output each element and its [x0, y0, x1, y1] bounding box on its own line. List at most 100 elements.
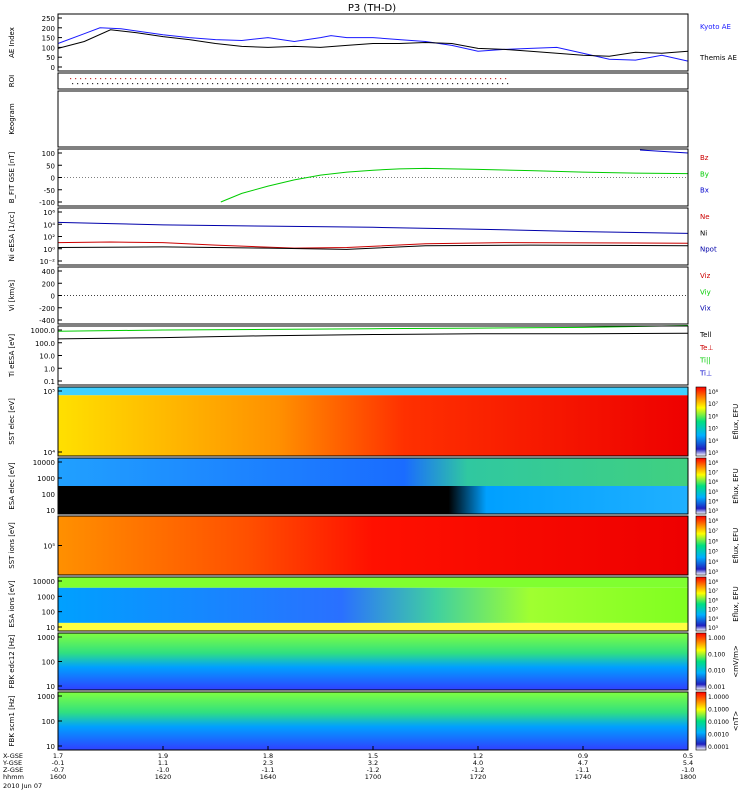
legend-entry: Bz [700, 154, 709, 162]
panel-ylabel: B_FIT GSE [nT] [8, 151, 16, 203]
legend-entry: Ti|| [699, 357, 711, 365]
roi-dot [82, 83, 84, 85]
roi-dot [210, 78, 212, 80]
roi-dot [80, 78, 82, 80]
roi-dot [315, 78, 317, 80]
legend-entry: Bx [700, 187, 709, 195]
panel-velocity: Vi [km/s] 400 200 0 -200 -400 Viz Viy Vix [8, 266, 711, 325]
legend-entry: Te⊥ [699, 344, 714, 352]
roi-dot [115, 78, 117, 80]
roi-dot [175, 78, 177, 80]
roi-dot [395, 78, 397, 80]
panel-esa_e: ESA elec [eV] 10000 1000 100 10 [8, 457, 689, 515]
roi-dot [90, 78, 92, 80]
roi-dot [275, 78, 277, 80]
panel-keogram: Keogram [8, 90, 689, 148]
roi-dot [292, 83, 294, 85]
temperature-trace [57, 332, 689, 340]
y-tick-label: -400 [39, 317, 55, 325]
roi-dot [360, 78, 362, 80]
roi-dot [212, 83, 214, 85]
colorbar-tick-label: 10⁷ [708, 470, 719, 477]
plot-title: P3 (TH-D) [348, 3, 396, 14]
x-tick-label: 1600 [50, 773, 67, 781]
roi-dot [227, 83, 229, 85]
x-tick-label: 1620 [155, 773, 172, 781]
colorbar-tick-label: 10³ [708, 625, 719, 632]
roi-dot [232, 83, 234, 85]
roi-dot [355, 78, 357, 80]
x-row-label: hhmm [3, 773, 24, 781]
legend-entry: Ne [700, 213, 710, 221]
roi-dot [137, 83, 139, 85]
colorbar-label: <mV/m> [732, 645, 740, 678]
colorbar-tick-label: 10³ [708, 450, 719, 457]
roi-dot [262, 83, 264, 85]
y-tick-label: -100 [39, 199, 55, 207]
x-row-label: Z-GSE [3, 766, 23, 774]
x-tick-label: 5.4 [683, 759, 693, 767]
roi-dot [367, 83, 369, 85]
colorbar-label: Eflux, EFU [732, 528, 740, 563]
x-tick-label: -1.2 [472, 766, 485, 774]
y-tick-label: 10⁴ [43, 449, 55, 457]
y-tick-label: 10 [46, 507, 55, 515]
roi-dot [480, 78, 482, 80]
date-label: 2010 Jun 07 [3, 782, 42, 790]
roi-dot [382, 83, 384, 85]
roi-dot [307, 83, 309, 85]
y-tick-label: 10.0 [39, 353, 55, 361]
roi-dot [365, 78, 367, 80]
roi-dot [285, 78, 287, 80]
panel-ylabel: Ti eESA [eV] [8, 334, 16, 378]
y-tick-label: 0 [51, 64, 55, 72]
roi-dot [460, 78, 462, 80]
roi-dot [390, 78, 392, 80]
roi-dot [157, 83, 159, 85]
colorbar-esa_e: 10⁸ 10⁷ 10⁶ 10⁵ 10⁴ 10³ Eflux, EFU [695, 457, 740, 515]
roi-dot [467, 83, 469, 85]
roi-dot [475, 78, 477, 80]
roi-dot [125, 78, 127, 80]
y-tick-label: 10 [46, 743, 55, 751]
y-tick-label: 100 [42, 44, 55, 52]
roi-dot [297, 83, 299, 85]
roi-dot [72, 83, 74, 85]
roi-dot [392, 83, 394, 85]
roi-dot [320, 78, 322, 80]
y-tick-label: 10000 [33, 578, 55, 586]
y-tick-label: 1000.0 [31, 327, 56, 335]
roi-dot [332, 83, 334, 85]
roi-dot [330, 78, 332, 80]
roi-dot [185, 78, 187, 80]
roi-dot [77, 83, 79, 85]
y-tick-label: 200 [42, 25, 55, 33]
roi-dot [202, 83, 204, 85]
x-row-label: Y-GSE [2, 759, 22, 767]
colorbar-tick-label: 10⁷ [708, 401, 719, 408]
x-tick-label: 1.5 [368, 752, 378, 760]
roi-dot [75, 78, 77, 80]
colorbar-tick-label: 10⁵ [708, 607, 719, 614]
roi-dot [145, 78, 147, 80]
x-tick-label: 1.1 [158, 759, 168, 767]
roi-dot [417, 83, 419, 85]
x-tick-label: 1800 [680, 773, 697, 781]
y-tick-label: 1000 [37, 693, 55, 701]
roi-dot [110, 78, 112, 80]
roi-dot [487, 83, 489, 85]
panel-ylabel: Ni eESA [1/cc] [8, 211, 16, 261]
x-tick-label: -0.7 [52, 766, 65, 774]
roi-dot [357, 83, 359, 85]
roi-dot [437, 83, 439, 85]
y-tick-label: 400 [42, 268, 55, 276]
spectrogram-band [58, 577, 688, 588]
roi-dot [347, 83, 349, 85]
y-tick-label: 150 [42, 35, 55, 43]
x-tick-label: 2.3 [263, 759, 273, 767]
roi-dot [100, 78, 102, 80]
colorbar-tick-label: 10⁸ [708, 579, 719, 586]
colorbar-esa_i: 10⁸ 10⁷ 10⁶ 10⁵ 10⁴ 10³ Eflux, EFU [695, 576, 740, 632]
